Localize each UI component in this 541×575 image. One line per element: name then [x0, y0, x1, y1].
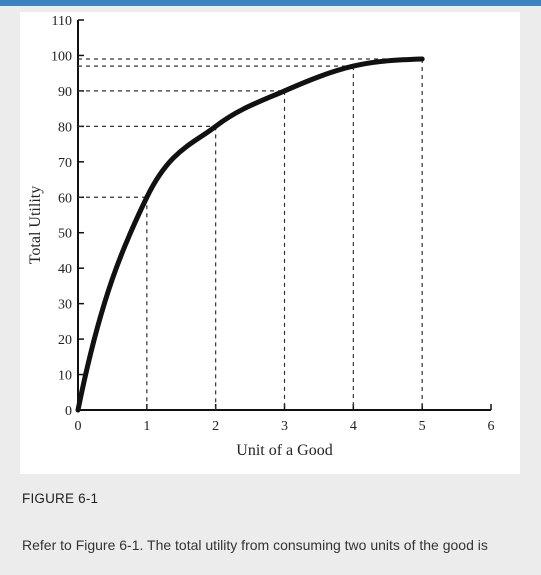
total-utility-chart: 0 10 20 30 40 50 60 70 80 90 100 110 0 1 2 3 4 5 6 Unit of … — [27, 14, 495, 459]
total-utility-curve — [75, 56, 425, 413]
x-tick-label: 1 — [143, 419, 150, 434]
x-tick-label: 3 — [281, 419, 288, 434]
y-tick-label: 20 — [58, 333, 72, 348]
figure-caption: FIGURE 6-1 — [22, 491, 99, 506]
y-axis-title: Total Utility — [27, 186, 44, 264]
y-tick-label: 100 — [51, 49, 72, 64]
y-tick-label: 40 — [58, 262, 72, 277]
y-tick-label: 80 — [58, 120, 72, 135]
y-tick-label: 90 — [58, 85, 72, 100]
data-point — [351, 64, 355, 68]
data-point — [76, 408, 80, 412]
y-tick-label: 70 — [58, 156, 72, 171]
y-tick-label: 10 — [58, 369, 72, 384]
chart-panel: 0 10 20 30 40 50 60 70 80 90 100 110 0 1 2 3 4 5 6 Unit of … — [20, 12, 520, 474]
x-tick-label: 5 — [419, 419, 426, 434]
data-point — [283, 89, 286, 93]
data-point — [214, 124, 218, 128]
x-tick-label: 4 — [350, 419, 357, 434]
x-tick-label: 2 — [212, 419, 219, 434]
x-axis-title: Unit of a Good — [236, 442, 332, 459]
top-bar — [0, 0, 541, 6]
y-tick-label: 60 — [58, 191, 72, 206]
y-tick-label: 0 — [65, 404, 72, 419]
data-point — [145, 195, 149, 199]
question-text: Refer to Figure 6-1. The total utility f… — [22, 537, 488, 553]
y-tick-label: 110 — [52, 14, 72, 29]
x-tick-label: 0 — [75, 419, 82, 434]
x-tick-label: 6 — [488, 419, 495, 434]
y-tick-label: 50 — [58, 227, 72, 242]
y-tick-label: 30 — [58, 298, 72, 313]
data-point — [420, 57, 424, 61]
